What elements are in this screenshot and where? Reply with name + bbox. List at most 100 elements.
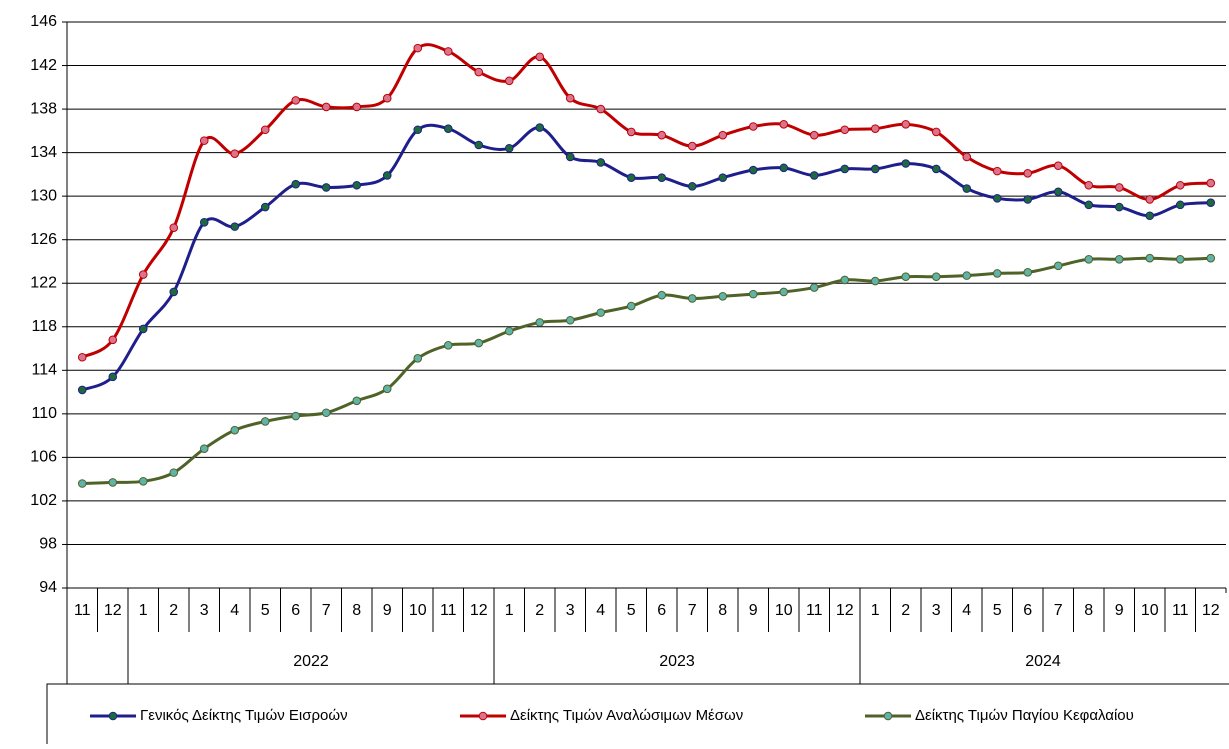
data-point [77,385,87,395]
x-tick-label: 8 [352,602,361,619]
data-point [443,340,453,350]
data-point [657,173,667,182]
x-tick-label: 6 [657,602,666,619]
data-point [565,315,575,325]
x-tick-label: 2 [169,602,178,619]
legend-marker [478,711,488,721]
data-point [596,158,606,167]
data-point [291,96,301,105]
data-point [840,125,850,135]
data-point [352,396,362,406]
data-point [596,104,606,114]
data-point [626,173,636,182]
y-tick-label: 146 [30,13,57,30]
data-point [321,408,331,418]
x-tick-label: 8 [718,602,727,619]
data-point [809,130,819,140]
data-point [1114,183,1124,192]
data-point [352,102,362,112]
data-point [474,140,484,150]
data-point [840,164,850,174]
legend-box [46,683,1229,749]
x-tick-label: 5 [993,602,1002,619]
data-point [443,47,453,56]
data-point [992,194,1002,203]
data-point [504,326,514,336]
data-point [1145,211,1155,221]
data-point [291,179,301,189]
x-tick-label: 4 [962,602,971,619]
data-point [230,222,240,231]
y-tick-label: 106 [30,449,57,466]
data-point [779,163,789,173]
legend-marker [883,711,893,721]
data-point [199,217,209,227]
data-point [901,272,911,282]
data-point [1023,268,1033,277]
data-point [535,318,545,327]
x-tick-label: 9 [383,602,392,619]
y-tick-label: 134 [30,144,57,161]
data-point [718,130,728,140]
x-tick-label: 7 [322,602,331,619]
data-point [687,294,697,303]
data-point [870,276,880,286]
data-point [931,164,941,174]
data-point [1206,178,1216,188]
data-point [382,384,392,394]
data-point [962,184,972,193]
data-point [718,173,728,182]
data-point [1053,261,1063,271]
data-point [108,372,118,382]
data-point [138,477,148,486]
data-point [474,67,484,77]
data-point [413,125,423,135]
x-tick-label: 11 [440,602,457,619]
data-point [1145,253,1155,263]
data-point [901,120,911,129]
y-tick-label: 114 [31,362,57,379]
x-tick-label: 9 [1115,602,1124,619]
data-point [626,301,636,311]
x-tick-label: 12 [470,602,488,619]
data-point [1084,200,1094,210]
x-tick-label: 12 [104,602,122,619]
data-point [138,324,148,334]
y-tick-label: 118 [31,318,57,335]
data-point [260,125,270,135]
y-tick-label: 126 [30,231,57,248]
x-tick-label: 3 [932,602,941,619]
data-point [413,43,423,53]
data-point [992,166,1002,176]
data-point [931,127,941,137]
data-point [1023,168,1033,178]
data-point [1053,187,1063,197]
data-point [1114,254,1124,264]
x-tick-label: 6 [1023,602,1032,619]
data-point [1023,195,1033,204]
data-point [1175,254,1185,264]
data-point [626,127,636,137]
data-point [1084,254,1094,264]
x-tick-label: 10 [409,602,427,619]
x-tick-label: 7 [688,602,697,619]
data-point [77,352,87,362]
data-point [779,287,789,297]
x-tick-label: 4 [596,602,605,619]
x-tick-label: 3 [200,602,209,619]
legend-label: Δείκτης Τιμών Αναλώσιμων Μέσων [510,707,743,724]
data-point [779,120,789,129]
data-point [870,124,880,133]
data-point [565,152,575,162]
data-point [657,130,667,140]
data-point [474,338,484,348]
data-point [291,411,301,421]
x-tick-label: 10 [775,602,793,619]
y-tick-label: 110 [31,405,57,422]
x-tick-label: 10 [1141,602,1159,619]
y-tick-label: 102 [30,492,57,509]
x-tick-label: 3 [566,602,575,619]
x-tick-label: 5 [261,602,270,619]
data-point [931,272,941,282]
